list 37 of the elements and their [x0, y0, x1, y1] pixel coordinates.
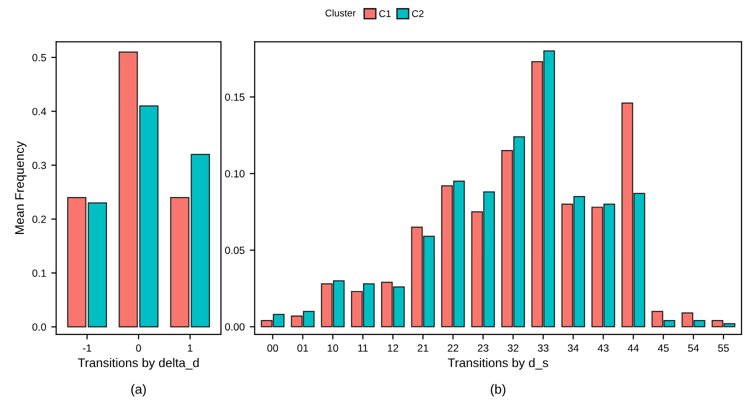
y-tick-label: 0.05 — [225, 246, 245, 254]
x-axis-title: Transitions by d_s — [448, 358, 548, 370]
y-tick-label: 0.4 — [32, 108, 46, 116]
x-tick-label: 0 — [136, 344, 142, 352]
legend-title: Cluster — [326, 9, 356, 16]
x-tick-label: 54 — [688, 344, 699, 352]
text: (b) — [490, 384, 506, 396]
x-tick-label: 00 — [267, 344, 278, 352]
legend-label: C2 — [412, 10, 424, 18]
x-tick-label: 32 — [508, 344, 518, 352]
y-tick-label: 0.0 — [32, 323, 46, 331]
y-tick-label: 0.00 — [225, 323, 245, 331]
x-tick-label: 33 — [538, 344, 548, 352]
text: (a) — [131, 384, 146, 396]
y-tick-label: 0.10 — [225, 170, 245, 178]
x-tick-label: 21 — [418, 344, 428, 352]
y-tick-label: 0.3 — [32, 162, 46, 170]
x-tick-label: 45 — [658, 344, 669, 352]
x-tick-label: 55 — [718, 344, 729, 352]
y-tick-label: 0.2 — [32, 216, 46, 223]
x-tick-label: 01 — [297, 344, 308, 352]
y-axis-title: Mean Frequency — [15, 141, 26, 234]
x-tick-label: 34 — [568, 344, 579, 352]
legend-label: C1 — [379, 10, 391, 18]
x-tick-label: 11 — [358, 344, 368, 352]
x-tick-label: 1 — [188, 344, 192, 352]
y-tick-label: 0.1 — [32, 269, 46, 277]
y-tick-label: 0.15 — [225, 93, 245, 101]
x-tick-label: -1 — [82, 344, 92, 352]
x-axis-title: Transitions by delta_d — [78, 358, 199, 370]
x-tick-label: 43 — [598, 344, 609, 352]
x-tick-label: 22 — [448, 344, 458, 352]
x-tick-label: 23 — [478, 344, 488, 352]
x-tick-label: 10 — [328, 344, 338, 352]
x-tick-label: 12 — [388, 344, 398, 352]
x-tick-label: 44 — [628, 344, 639, 352]
y-tick-label: 0.5 — [32, 54, 46, 62]
